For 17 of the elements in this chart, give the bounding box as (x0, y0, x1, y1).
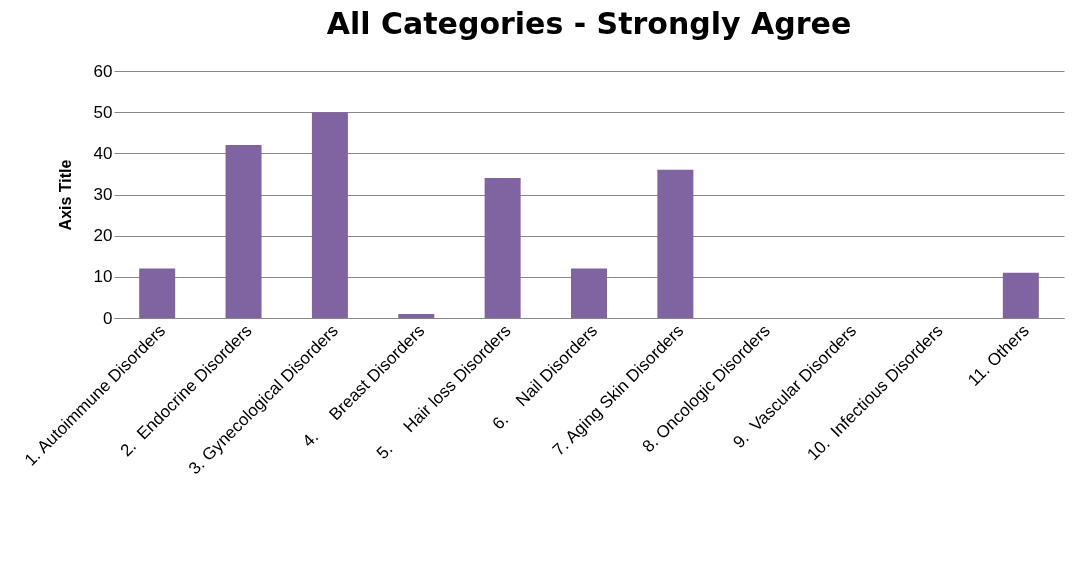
chart-title: All Categories - Strongly Agree (326, 6, 852, 41)
bar (311, 112, 348, 318)
y-tick-label: 60 (93, 61, 113, 81)
bar (571, 268, 607, 318)
bar (1002, 272, 1039, 318)
y-tick-label: 20 (93, 226, 113, 246)
bar (139, 268, 176, 318)
y-axis-title: Axis Title (56, 159, 74, 231)
y-tick-label: 40 (93, 143, 113, 163)
y-tick-label: 10 (93, 267, 113, 287)
bar (484, 178, 521, 318)
bar (398, 313, 435, 318)
y-tick-label: 30 (93, 185, 113, 204)
y-tick-label: 0 (103, 308, 113, 328)
y-tick-label: 50 (93, 102, 113, 122)
bar (657, 169, 694, 318)
bar (225, 145, 262, 318)
